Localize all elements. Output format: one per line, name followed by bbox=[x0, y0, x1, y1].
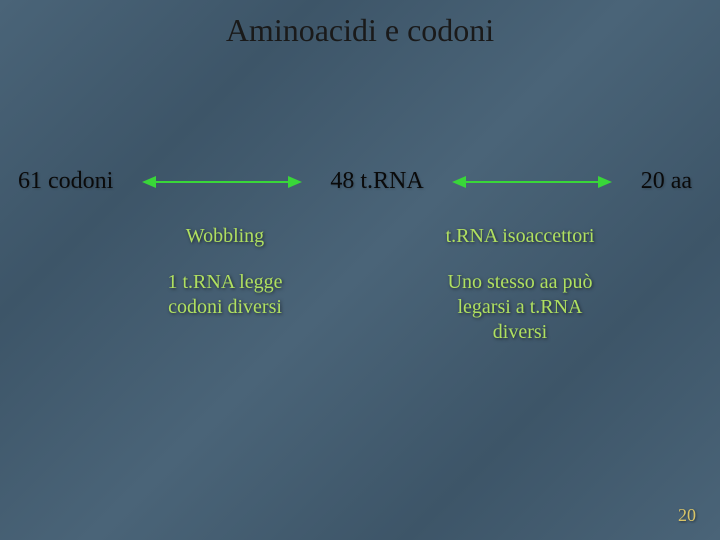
page-number: 20 bbox=[678, 505, 696, 526]
concept-row: 61 codoni 48 t.RNA 20 aa bbox=[0, 168, 720, 195]
left-column: Wobbling 1 t.RNA legge codoni diversi bbox=[155, 225, 295, 320]
right-column: t.RNA isoaccettori Uno stesso aa può leg… bbox=[445, 225, 595, 345]
right-body: Uno stesso aa può legarsi a t.RNA divers… bbox=[445, 270, 595, 345]
node-trna: 48 t.RNA bbox=[330, 168, 423, 195]
left-body: 1 t.RNA legge codoni diversi bbox=[155, 270, 295, 320]
node-aa: 20 aa bbox=[641, 168, 692, 195]
double-arrow-icon bbox=[142, 173, 302, 191]
arrow-left-wrap bbox=[113, 173, 330, 191]
right-heading: t.RNA isoaccettori bbox=[445, 225, 595, 248]
slide-title: Aminoacidi e codoni bbox=[0, 0, 720, 49]
arrow-right-wrap bbox=[424, 173, 641, 191]
node-codoni: 61 codoni bbox=[18, 168, 113, 195]
double-arrow-icon bbox=[452, 173, 612, 191]
left-heading: Wobbling bbox=[155, 225, 295, 248]
